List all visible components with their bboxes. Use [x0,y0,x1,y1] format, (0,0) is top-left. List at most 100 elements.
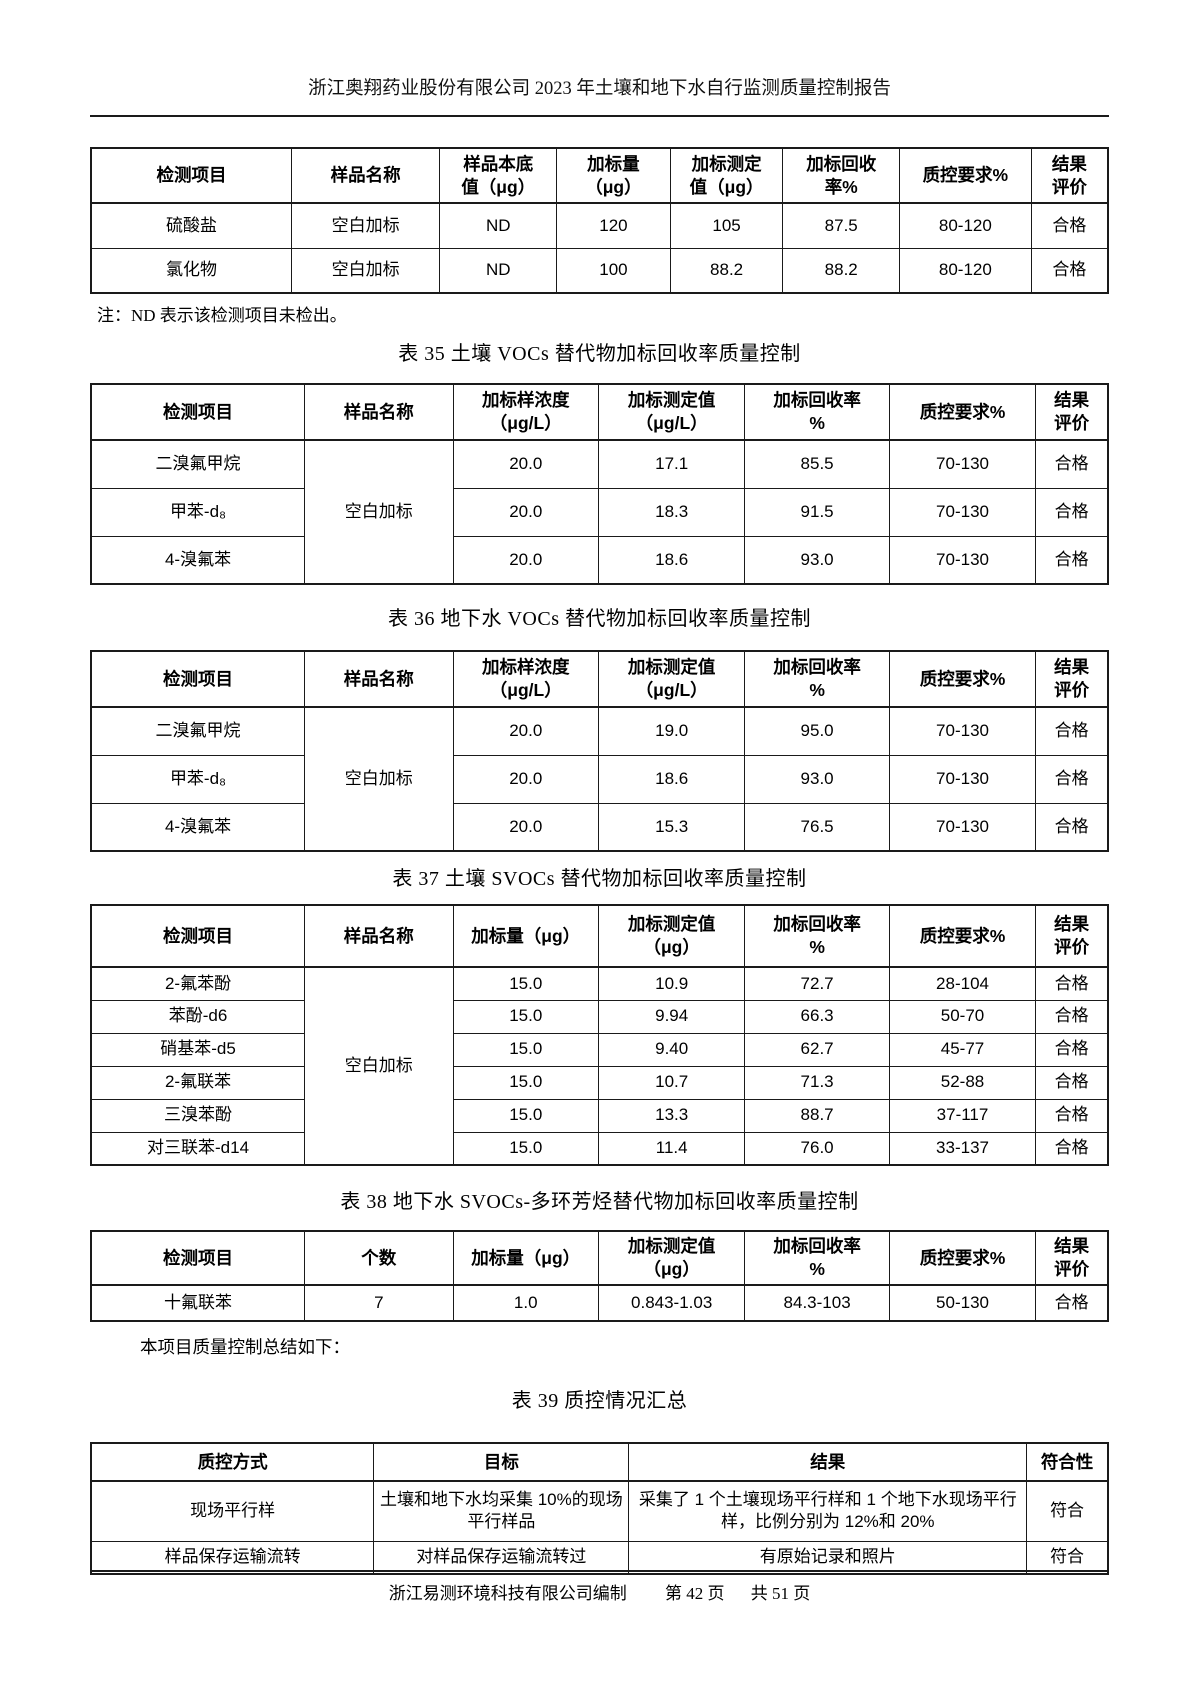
table-cell: 硫酸盐 [90,202,292,249]
column-header: 样品名称 [304,383,454,441]
table-cell: 三溴苯酚 [90,1098,306,1133]
column-header: 质控要求% [888,383,1037,441]
table-cell: 空白加标 [290,202,441,249]
table-cell: 15.0 [452,1098,599,1133]
page-header-title: 浙江奥翔药业股份有限公司 2023 年土壤和地下水自行监测质量控制报告 [308,79,891,99]
column-header: 符合性 [1026,1442,1109,1482]
table-row: 十氟联苯 7 1.0 0.843-1.03 84.3-103 50-130 合格 [90,1284,1109,1322]
table-header-row: 质控方式 目标 结果 符合性 [90,1442,1109,1482]
table-cell: 符合 [1026,1540,1109,1575]
table-cell: 对样品保存运输流转过 [373,1540,630,1575]
table-cell: 84.3-103 [744,1284,890,1322]
table-cell: 合格 [1030,247,1109,294]
column-header: 目标 [373,1442,630,1482]
table-cell: ND [439,247,558,294]
table-cell: 20.0 [452,439,599,489]
column-header: 检测项目 [90,1230,306,1286]
column-header: 检测项目 [90,383,306,441]
table-cell: 85.5 [744,439,890,489]
table-cell: 93.0 [744,754,890,804]
table-cell: 0.843-1.03 [597,1284,746,1322]
table-cell: 合格 [1035,439,1109,489]
table-cell: 19.0 [597,706,746,756]
column-header: 加标回收率 % [744,904,890,968]
table-row: 三溴苯酚 15.0 13.3 88.7 37-117 合格 [90,1098,1109,1133]
table-cell: 合格 [1035,754,1109,804]
table-cell: 合格 [1035,966,1109,1001]
table-cell: 18.3 [597,487,746,537]
table-header-row: 检测项目 样品名称 样品本底 值（μg） 加标量 （μg） 加标测定 值（μg）… [90,147,1109,204]
table-row: 现场平行样 土壤和地下水均采集 10%的现场平行样品 采集了 1 个土壤现场平行… [90,1480,1109,1542]
table-cell: 2-氟联苯 [90,1065,306,1100]
column-header: 样品名称 [304,904,454,968]
column-header: 检测项目 [90,147,292,204]
table-39-title: 表 39 质控情况汇总 [511,1390,688,1412]
header-divider [90,115,1109,117]
footer-page-number: 第 42 页 [665,1584,725,1603]
column-header: 个数 [304,1230,454,1286]
table-cell: 现场平行样 [90,1480,375,1542]
table-37-title: 表 37 土壤 SVOCs 替代物加标回收率质量控制 [392,868,807,890]
table-cell: 合格 [1035,1131,1109,1166]
table-row: 甲苯-d₈ 20.0 18.3 91.5 70-130 合格 [90,487,1109,537]
table-cell: 2-氟苯酚 [90,966,306,1001]
table-cell: 76.0 [744,1131,890,1166]
table-cell: 合格 [1035,1284,1109,1322]
table-cell: 20.0 [452,487,599,537]
page-content: 浙江奥翔药业股份有限公司 2023 年土壤和地下水自行监测质量控制报告 检测项目… [90,0,1109,1575]
column-header: 加标量（μg） [452,1230,599,1286]
table-38-groundwater-svocs-pah-surrogate: 检测项目 个数 加标量（μg） 加标测定值 （μg） 加标回收率 % 质控要求%… [90,1230,1109,1322]
table-cell: 土壤和地下水均采集 10%的现场平行样品 [373,1480,630,1542]
table-cell: 硝基苯-d5 [90,1032,306,1067]
table-cell: 88.2 [669,247,784,294]
table-cell: 50-70 [888,999,1037,1034]
table-cell: 9.94 [597,999,746,1034]
table-cell: 120 [556,202,671,249]
table-cell: 100 [556,247,671,294]
table-row: 二溴氟甲烷 空白加标 20.0 19.0 95.0 70-130 合格 [90,706,1109,852]
table-cell: 15.0 [452,999,599,1034]
column-header: 加标测定值 （μg/L） [597,650,746,708]
table-blank-spike-recovery: 检测项目 样品名称 样品本底 值（μg） 加标量 （μg） 加标测定 值（μg）… [90,147,1109,294]
table-row: 苯酚-d6 15.0 9.94 66.3 50-70 合格 [90,999,1109,1034]
table-cell: 76.5 [744,802,890,852]
table-36-title: 表 36 地下水 VOCs 替代物加标回收率质量控制 [387,608,811,630]
column-header: 加标测定 值（μg） [669,147,784,204]
column-header: 样品名称 [290,147,441,204]
table-cell: ND [439,202,558,249]
table-cell: 甲苯-d₈ [90,487,306,537]
table-cell: 70-130 [888,487,1037,537]
footer-page-total: 共 51 页 [750,1584,811,1603]
table-cell: 合格 [1035,706,1109,756]
table-cell-merged-sample: 空白加标 [304,706,454,852]
table-cell: 88.2 [782,247,901,294]
table-cell: 20.0 [452,706,599,756]
table-cell: 33-137 [888,1131,1037,1166]
table-header-row: 检测项目 样品名称 加标量（μg） 加标测定值 （μg） 加标回收率 % 质控要… [90,904,1109,968]
column-header: 结果 评价 [1035,383,1109,441]
table-cell: 70-130 [888,535,1037,585]
table-cell: 15.0 [452,1065,599,1100]
table-header-row: 检测项目 个数 加标量（μg） 加标测定值 （μg） 加标回收率 % 质控要求%… [90,1230,1109,1286]
table-cell: 合格 [1035,1032,1109,1067]
table-cell: 合格 [1035,487,1109,537]
table-cell: 合格 [1035,1065,1109,1100]
table-cell: 对三联苯-d14 [90,1131,306,1166]
table-cell: 十氟联苯 [90,1284,306,1322]
table-cell: 合格 [1035,999,1109,1034]
table-row: 4-溴氟苯 20.0 15.3 76.5 70-130 合格 [90,802,1109,852]
column-header: 加标测定值 （μg） [597,1230,746,1286]
column-header: 结果 评价 [1035,1230,1109,1286]
column-header: 质控要求% [888,1230,1037,1286]
table-cell: 采集了 1 个土壤现场平行样和 1 个地下水现场平行样，比例分别为 12%和 2… [628,1480,1028,1542]
table-cell: 37-117 [888,1098,1037,1133]
column-header: 质控要求% [888,650,1037,708]
table-cell: 10.9 [597,966,746,1001]
table-cell: 9.40 [597,1032,746,1067]
footer-company: 浙江易测环境科技有限公司编制 [388,1584,627,1603]
table-row: 二溴氟甲烷 空白加标 20.0 17.1 85.5 70-130 合格 [90,439,1109,585]
table-cell: 15.0 [452,1131,599,1166]
table-cell: 71.3 [744,1065,890,1100]
table-cell: 4-溴氟苯 [90,535,306,585]
